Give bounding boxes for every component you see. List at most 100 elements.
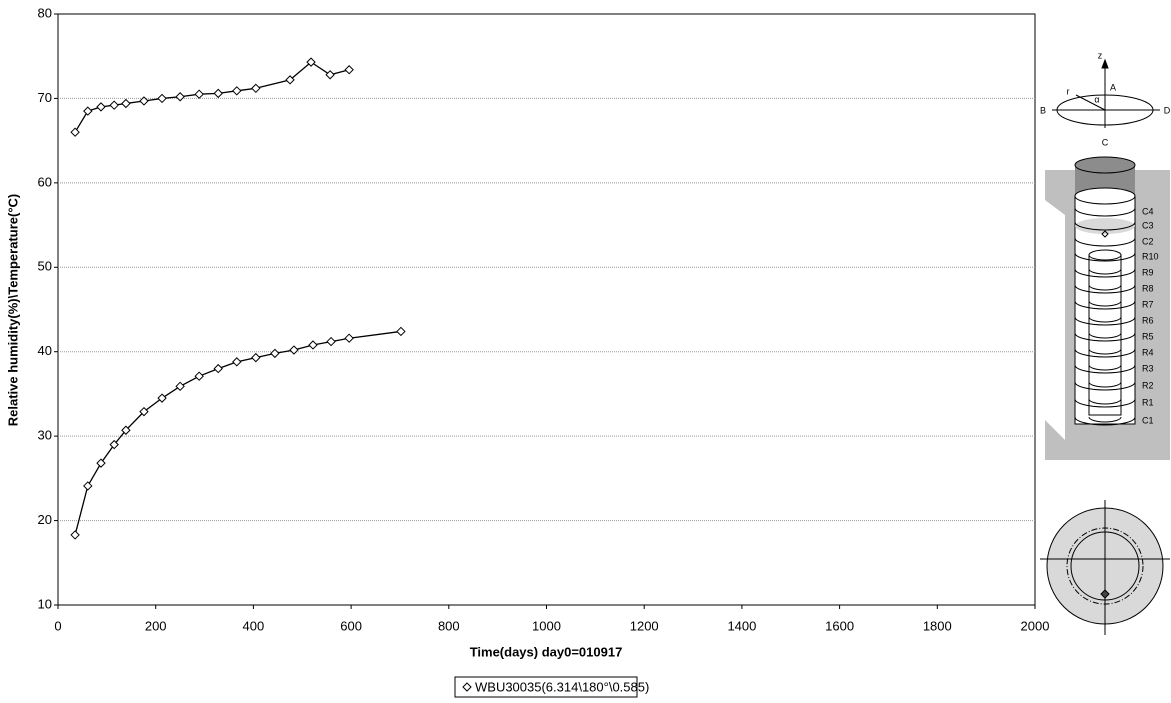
layer-line [1074, 416, 1136, 426]
section-marker [1100, 589, 1110, 599]
diagram-label: z [1098, 50, 1103, 60]
layer-label: R9 [1142, 267, 1154, 277]
data-point [344, 333, 354, 343]
layer-label: R7 [1142, 299, 1154, 309]
data-point [344, 65, 354, 75]
y-tick-label: 40 [38, 343, 52, 358]
diagram-label: B [1040, 105, 1046, 115]
layer-line [1088, 398, 1122, 405]
data-point [109, 100, 119, 110]
layer-line [1088, 268, 1122, 275]
y-tick-label: 60 [38, 174, 52, 189]
data-point [326, 336, 336, 347]
layer-line [1074, 398, 1136, 408]
arrow-head [1101, 58, 1109, 69]
y-tick-label: 20 [38, 512, 52, 527]
layer-line [1074, 300, 1136, 310]
layer-label: R3 [1142, 363, 1154, 373]
layer-line [1074, 332, 1136, 342]
y-tick-label: 30 [38, 428, 52, 443]
layer-line [1074, 381, 1136, 391]
layer-label: C4 [1142, 206, 1154, 216]
layer-label: R6 [1142, 315, 1154, 325]
legend-box [454, 676, 638, 698]
data-point [70, 530, 80, 540]
data-point [232, 86, 242, 96]
diagram-label: r [1067, 86, 1070, 96]
diagram-label: α [1094, 94, 1099, 104]
x-tick-label: 0 [54, 618, 61, 633]
data-point [96, 102, 106, 112]
data-point [175, 92, 185, 102]
legend: WBU30035(6.314\180°\0.585) [454, 676, 649, 698]
data-point [83, 106, 93, 116]
data-point [194, 89, 204, 99]
data-line [74, 61, 350, 133]
data-point [175, 381, 185, 392]
data-point [325, 70, 335, 80]
data-point [289, 345, 299, 355]
layer-line [1088, 332, 1122, 339]
y-tick-label: 50 [38, 259, 52, 274]
layer-line [1074, 207, 1136, 217]
sensor-marker [1101, 230, 1109, 238]
layer-line [1088, 364, 1122, 371]
x-tick-label: 1400 [727, 618, 756, 633]
data-point [157, 93, 167, 104]
r-line [1075, 94, 1106, 111]
layer-label: C2 [1142, 236, 1154, 246]
data-point [306, 57, 316, 67]
layer-line [1088, 416, 1122, 423]
plot-frame [57, 13, 1036, 606]
layer-line [1074, 221, 1136, 231]
data-point [121, 425, 131, 435]
data-point [213, 363, 223, 374]
diagram: z A B C Dr α C4 C3 C2 R10 R9 R8 R7 R6 R5 R4 R3 R2 R1 C1 [1040, 50, 1171, 635]
data-point [83, 481, 93, 491]
data-point [270, 348, 280, 359]
layer-label: R2 [1142, 380, 1154, 390]
x-tick-label: 1800 [923, 618, 952, 633]
data-point [70, 127, 80, 137]
x-tick-label: 800 [438, 618, 460, 633]
data-point [121, 98, 131, 109]
data-point [251, 352, 261, 363]
data-point [139, 406, 149, 417]
x-tick-label: 1600 [825, 618, 854, 633]
data-point [396, 326, 406, 337]
diagram-label: D [1164, 105, 1171, 115]
layer-label: C3 [1142, 220, 1154, 230]
layer-label: R5 [1142, 331, 1154, 341]
x-tick-label: 600 [340, 618, 362, 633]
x-axis-title: Time(days) day0=010917 [470, 644, 623, 659]
data-point [96, 458, 106, 468]
data-point [308, 340, 318, 350]
layer-label: R4 [1142, 347, 1154, 357]
inner-cylinder [1088, 254, 1122, 416]
data-point [109, 439, 119, 450]
x-tick-label: 1200 [630, 618, 659, 633]
layer-line [1074, 348, 1136, 358]
data-point [251, 83, 261, 94]
legend-marker [462, 682, 472, 692]
layer-label: R8 [1142, 283, 1154, 293]
x-tick-label: 1000 [532, 618, 561, 633]
layer-line [1074, 268, 1136, 278]
legend-label: WBU30035(6.314\180°\0.585) [475, 679, 649, 694]
data-point [157, 393, 167, 403]
layer-line [1088, 284, 1122, 291]
layer-line [1074, 364, 1136, 374]
data-point [194, 371, 204, 381]
layer-line [1074, 237, 1136, 247]
data-point [139, 96, 149, 106]
data-point [285, 75, 295, 85]
layer-line [1088, 300, 1122, 307]
layer-label: R10 [1142, 251, 1159, 261]
diagram-label: A [1110, 82, 1116, 92]
cylinder-top [1074, 187, 1136, 205]
cap-top [1074, 156, 1136, 174]
diagram-label: C [1102, 137, 1109, 147]
y-tick-label: 80 [38, 5, 52, 20]
layer-line [1074, 284, 1136, 294]
